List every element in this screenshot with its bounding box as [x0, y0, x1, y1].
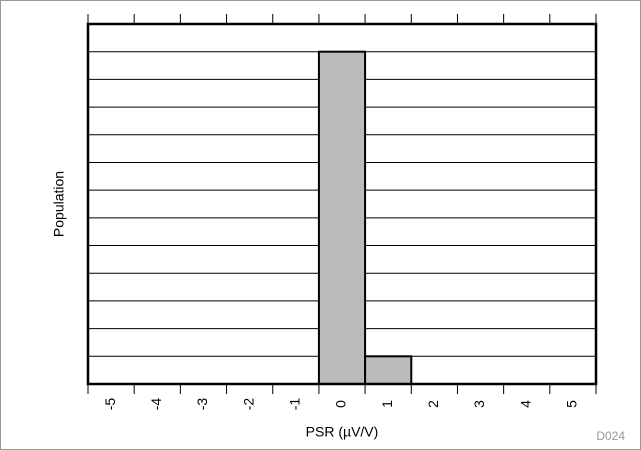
figure-id: D024: [596, 429, 625, 443]
x-tick-label: 0: [333, 400, 349, 408]
x-tick-label: 2: [425, 400, 441, 408]
x-tick-label: -3: [194, 398, 210, 411]
x-tick-label: 1: [379, 400, 395, 408]
bar: [317, 50, 367, 385]
x-tick-label: -5: [102, 398, 118, 411]
x-axis-label: PSR (µV/V): [306, 424, 379, 440]
x-tick-label: 4: [517, 400, 533, 408]
x-tick-label: -4: [148, 398, 164, 411]
x-tick-label: -2: [240, 398, 256, 411]
bar: [364, 355, 413, 385]
x-tick-label: 3: [471, 400, 487, 408]
x-tick-label: -1: [287, 398, 303, 411]
x-tick-label: 5: [564, 400, 580, 408]
y-axis-label: Population: [51, 171, 67, 237]
plot-border: [86, 22, 598, 386]
